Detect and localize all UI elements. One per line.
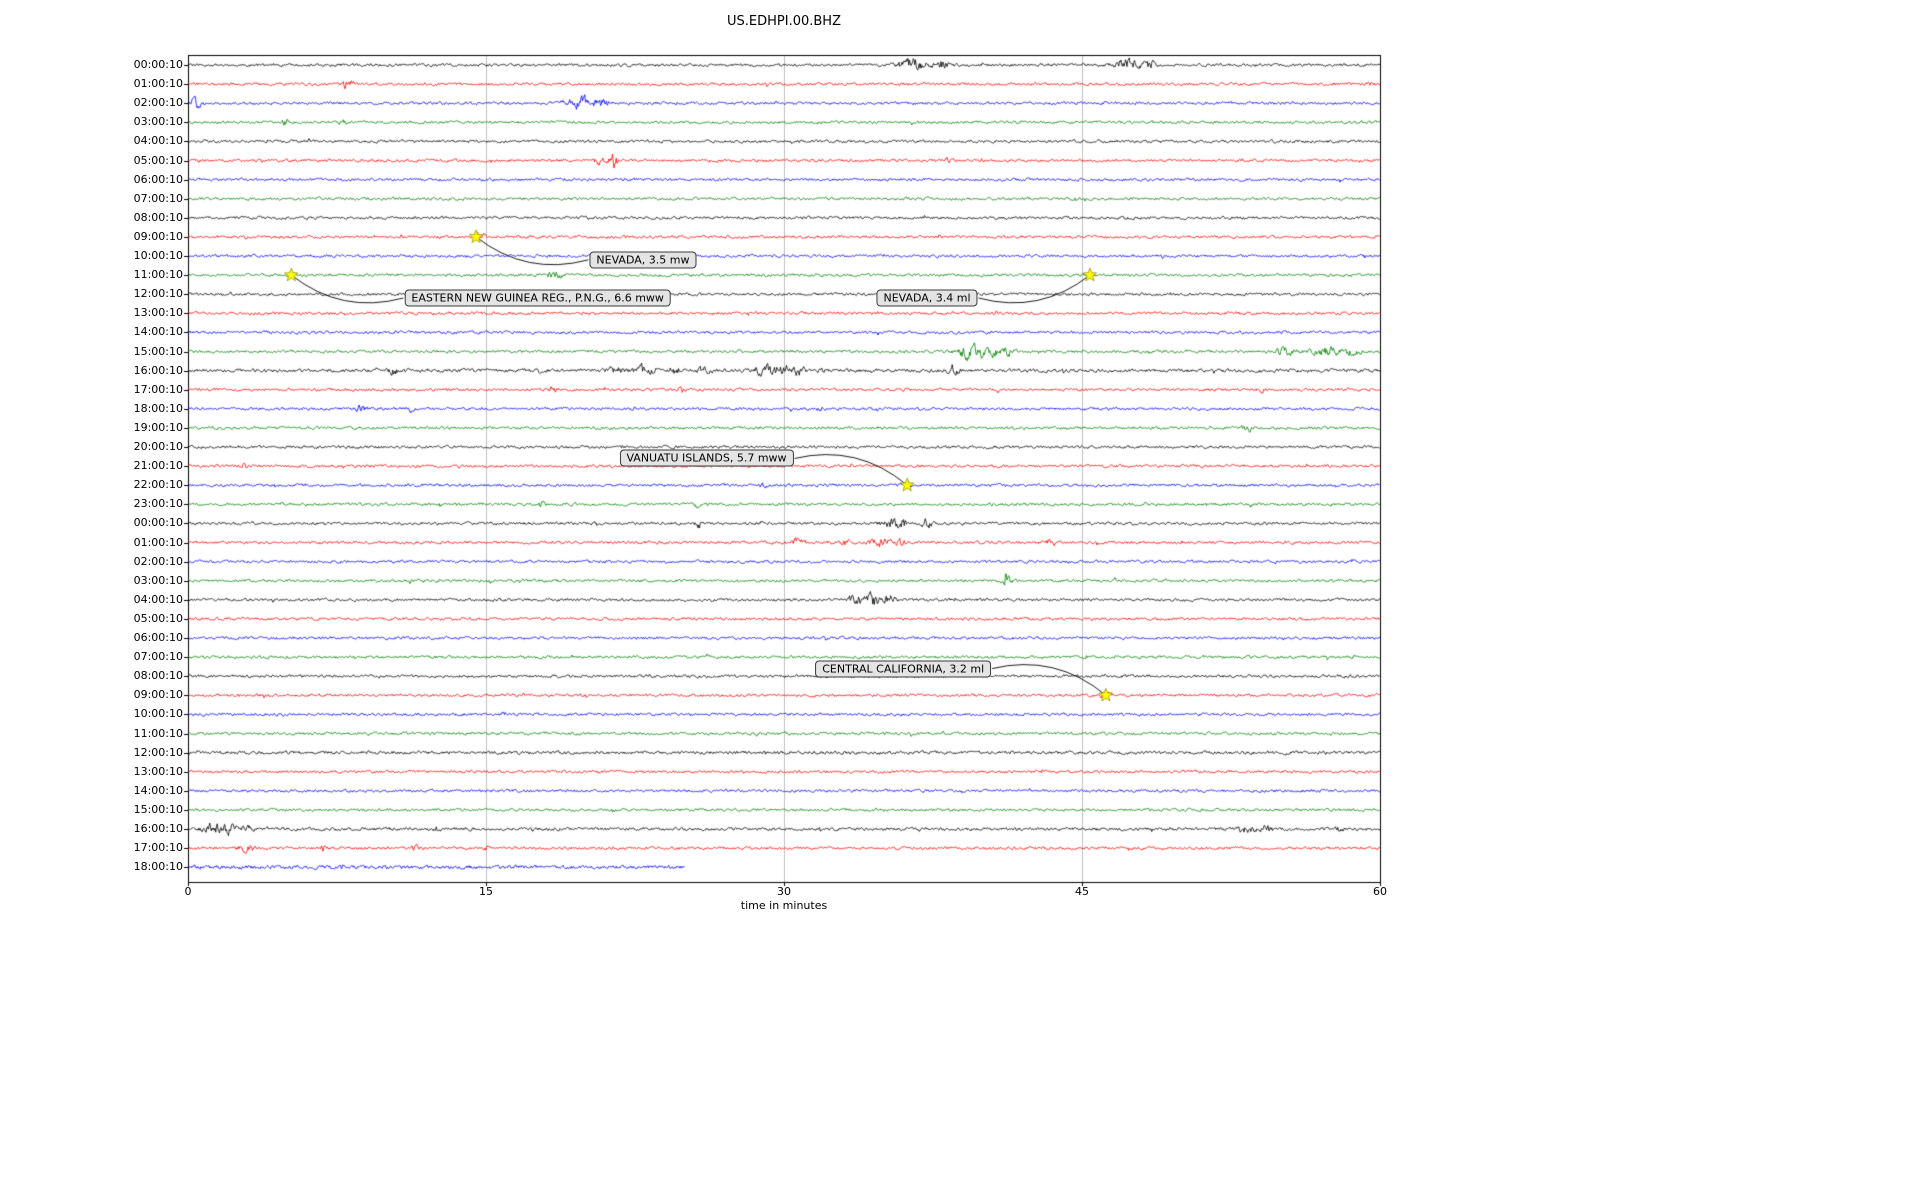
trace-time-label: 03:00:10: [133, 115, 183, 129]
trace-time-label: 12:00:10: [133, 745, 183, 759]
trace-time-label: 00:00:10: [133, 516, 183, 530]
trace-time-label: 14:00:10: [133, 325, 183, 339]
trace-time-label: 19:00:10: [133, 420, 183, 434]
trace-time-label: 14:00:10: [133, 783, 183, 797]
trace-time-label: 13:00:10: [133, 306, 183, 320]
plot-title: US.EDHPI.00.BHZ: [727, 14, 841, 29]
trace-time-label: 18:00:10: [133, 860, 183, 874]
trace-time-label: 13:00:10: [133, 764, 183, 778]
trace-time-label: 15:00:10: [133, 344, 183, 358]
trace-time-label: 02:00:10: [133, 96, 183, 110]
trace-time-label: 06:00:10: [133, 631, 183, 644]
trace-time-label: 10:00:10: [133, 707, 183, 721]
trace-time-label: 18:00:10: [133, 401, 183, 415]
trace-time-label: 16:00:10: [133, 822, 183, 835]
trace-time-label: 05:00:10: [133, 153, 183, 167]
trace-time-label: 11:00:10: [133, 268, 183, 282]
trace-time-label: 07:00:10: [133, 650, 183, 664]
trace-time-label: 17:00:10: [133, 382, 183, 396]
trace-time-label: 08:00:10: [133, 669, 183, 683]
x-tick-label: 30: [777, 885, 791, 898]
trace-time-label: 20:00:10: [133, 440, 183, 453]
trace-time-label: 04:00:10: [133, 134, 183, 148]
trace-time-label: 01:00:10: [133, 77, 183, 91]
trace-time-label: 04:00:10: [133, 592, 183, 606]
event-annotation: CENTRAL CALIFORNIA, 3.2 ml: [815, 660, 992, 678]
trace-time-label: 10:00:10: [133, 249, 183, 262]
trace-time-label: 09:00:10: [133, 229, 183, 243]
event-annotation: VANUATU ISLANDS, 5.7 mww: [619, 449, 794, 467]
trace-time-label: 02:00:10: [133, 554, 183, 568]
trace-time-label: 21:00:10: [133, 459, 183, 473]
trace-time-label: 03:00:10: [133, 573, 183, 587]
trace-time-label: 05:00:10: [133, 611, 183, 625]
trace-time-label: 01:00:10: [133, 535, 183, 549]
trace-time-label: 17:00:10: [133, 841, 183, 855]
trace-time-label: 16:00:10: [133, 363, 183, 377]
trace-time-label: 23:00:10: [133, 497, 183, 511]
event-annotation: NEVADA, 3.5 mw: [589, 251, 697, 269]
event-annotation: EASTERN NEW GUINEA REG., P.N.G., 6.6 mww: [404, 289, 671, 307]
trace-time-label: 11:00:10: [133, 726, 183, 740]
x-axis-label: time in minutes: [740, 899, 828, 912]
event-annotation: NEVADA, 3.4 ml: [876, 289, 978, 307]
trace-time-label: 15:00:10: [133, 802, 183, 816]
trace-time-label: 08:00:10: [133, 210, 183, 224]
x-tick-label: 15: [479, 885, 493, 898]
trace-time-label: 00:00:10: [133, 58, 183, 71]
trace-time-label: 09:00:10: [133, 688, 183, 702]
trace-time-label: 07:00:10: [133, 191, 183, 205]
x-tick-label: 60: [1373, 885, 1387, 898]
trace-time-label: 22:00:10: [133, 478, 183, 492]
trace-time-label: 12:00:10: [133, 287, 183, 301]
x-tick-label: 0: [184, 885, 192, 898]
trace-time-label: 06:00:10: [133, 172, 183, 186]
x-tick-label: 45: [1075, 885, 1089, 898]
